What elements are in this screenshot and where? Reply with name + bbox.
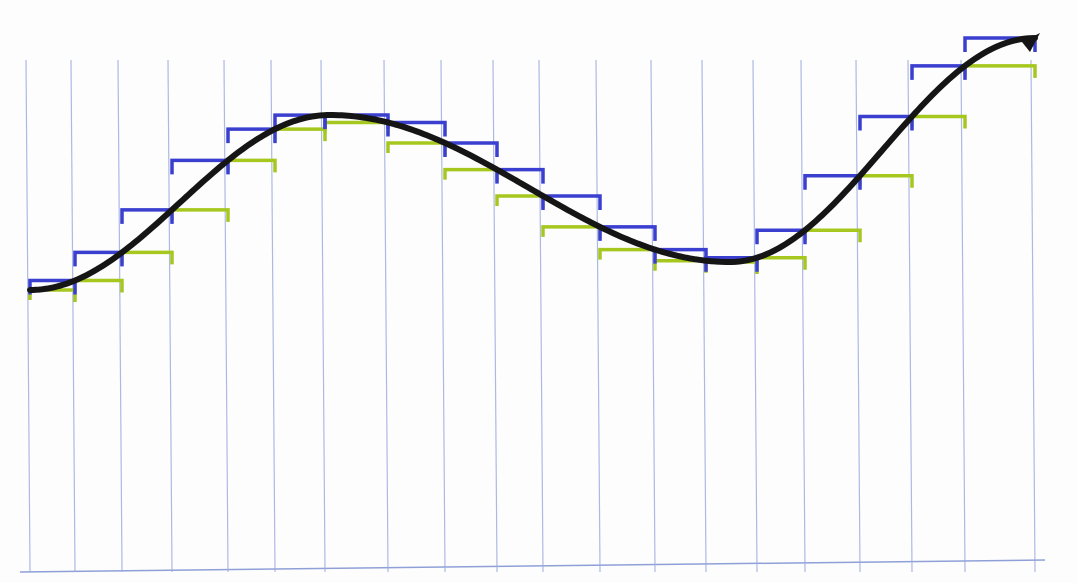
riemann-sum-sketch	[0, 0, 1077, 583]
page: (() => { const ns = 'http://www.w3.org/2…	[0, 0, 1077, 583]
paper	[0, 0, 1077, 583]
